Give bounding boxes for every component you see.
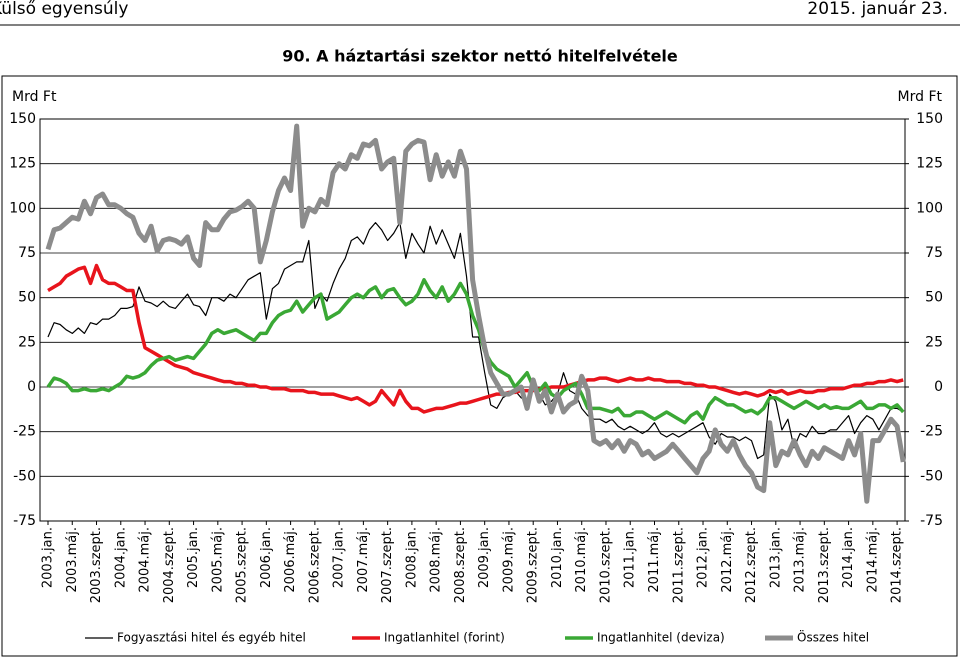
plot-frame (39, 118, 906, 522)
x-tick-label: 2013.jan. (768, 527, 783, 588)
x-tick-label: 2010.szept. (598, 527, 613, 603)
x-tick-label: 2013.máj. (793, 527, 808, 593)
series-line (45, 123, 906, 504)
x-tick-label: 2003.máj. (65, 527, 80, 593)
y2-tick-label: 50 (925, 290, 943, 306)
y-tick-label: 150 (9, 111, 36, 127)
x-tick-label: 2007.szept. (380, 527, 395, 603)
y2-tick-label: 0 (934, 379, 943, 395)
y2-tick-label: -50 (920, 468, 943, 484)
y2-tick-label: 150 (916, 111, 943, 127)
date: 2015. január 23. (807, 0, 948, 19)
x-tick-label: 2010.jan. (550, 527, 565, 588)
x-tick-label: 2009.máj. (501, 527, 516, 593)
x-tick-label: 2012.szept. (744, 527, 759, 603)
x-tick-label: 2009.szept. (526, 527, 541, 603)
x-tick-label: 2005.máj. (210, 527, 225, 593)
y2-tick-label: -75 (920, 513, 943, 529)
y-tick-label: 25 (18, 334, 36, 350)
x-tick-label: 2012.jan. (696, 527, 711, 588)
y2-tick-label: 25 (925, 334, 943, 350)
legend-label: Ingatlanhitel (deviza) (597, 631, 725, 645)
x-tick-label: 2014.szept. (890, 527, 905, 603)
chart-frame (1, 75, 958, 657)
y2-axis-label: Mrd Ft (898, 89, 943, 105)
series-line (46, 278, 905, 425)
y-tick-label: 100 (9, 200, 36, 216)
x-tick-label: 2003.jan. (41, 527, 56, 588)
x-tick-label: 2003.szept. (89, 527, 104, 603)
x-tick-label: 2013.szept. (817, 527, 832, 603)
legend-label: Összes hitel (797, 629, 869, 645)
x-tick-label: 2006.szept. (307, 527, 322, 603)
y-tick-label: -50 (13, 468, 36, 484)
x-tick-label: 2006.jan. (259, 527, 274, 588)
series-line (47, 263, 904, 414)
x-tick-label: 2011.szept. (671, 527, 686, 603)
x-tick-label: 2014.jan. (841, 527, 856, 588)
y-tick-label: -75 (13, 513, 36, 529)
x-tick-label: 2007.jan. (332, 527, 347, 588)
x-tick-label: 2004.jan. (113, 527, 128, 588)
x-tick-label: 2011.máj. (647, 527, 662, 593)
y2-tick-label: 125 (916, 156, 943, 172)
legend-label: Ingatlanhitel (forint) (384, 631, 505, 645)
x-tick-label: 2011.jan. (623, 527, 638, 588)
y-axis-label: Mrd Ft (12, 89, 57, 105)
section-title: Külső egyensúly (0, 0, 128, 19)
x-tick-label: 2012.máj. (720, 527, 735, 593)
y-tick-label: 125 (9, 156, 36, 172)
x-tick-label: 2009.jan. (477, 527, 492, 588)
y2-tick-label: 100 (916, 200, 943, 216)
series-line (47, 222, 904, 460)
x-tick-label: 2005.jan. (186, 527, 201, 588)
x-tick-label: 2005.szept. (235, 527, 250, 603)
y-tick-label: -25 (13, 424, 36, 440)
x-tick-label: 2008.jan. (404, 527, 419, 588)
chart-title: 90. A háztartási szektor nettó hitelfelv… (282, 47, 678, 66)
x-tick-label: 2008.szept. (453, 527, 468, 603)
y2-tick-label: -25 (920, 424, 943, 440)
y-tick-label: 75 (18, 245, 36, 261)
y-tick-label: 50 (18, 290, 36, 306)
y2-tick-label: 75 (925, 245, 943, 261)
x-tick-label: 2004.szept. (162, 527, 177, 603)
x-tick-label: 2004.máj. (138, 527, 153, 593)
y-tick-label: 0 (27, 379, 36, 395)
x-tick-label: 2007.máj. (356, 527, 371, 593)
x-tick-label: 2010.máj. (574, 527, 589, 593)
x-tick-label: 2014.máj. (865, 527, 880, 593)
x-tick-label: 2008.máj. (429, 527, 444, 593)
legend-label: Fogyasztási hitel és egyéb hitel (117, 631, 306, 645)
x-tick-label: 2006.máj. (283, 527, 298, 593)
